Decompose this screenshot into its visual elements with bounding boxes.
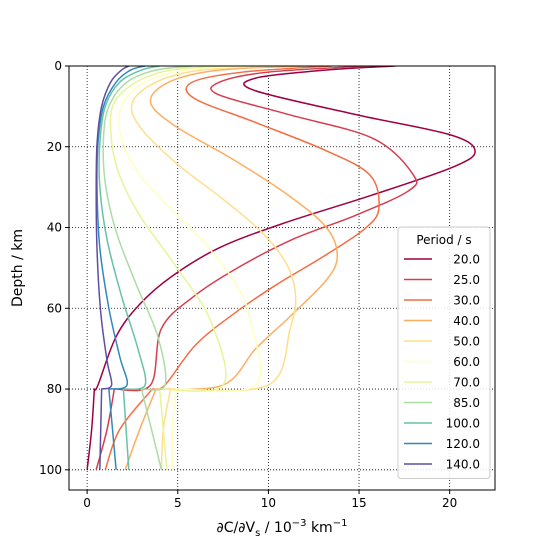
legend-item: 85.0 xyxy=(404,396,480,410)
x-tick-label: 10 xyxy=(261,496,276,510)
legend-label: 100.0 xyxy=(446,417,480,431)
legend-item: 25.0 xyxy=(404,273,480,287)
legend-item: 120.0 xyxy=(404,437,480,451)
x-tick-label: 5 xyxy=(174,496,182,510)
series-line-50-0 xyxy=(130,66,297,470)
legend-box xyxy=(397,226,491,479)
legend-title: Period / s xyxy=(416,233,471,247)
legend-item: 50.0 xyxy=(404,335,480,349)
series-lines xyxy=(86,66,476,471)
series-line-25-0 xyxy=(95,66,418,471)
legend-item: 40.0 xyxy=(404,314,480,328)
legend-label: 70.0 xyxy=(453,376,480,390)
legend-label: 20.0 xyxy=(453,253,480,267)
axis-ticks: 0 5 10 15 20 0 20 40 60 80 100 xyxy=(39,59,457,510)
legend-label: 40.0 xyxy=(453,314,480,328)
x-tick-label: 0 xyxy=(83,496,91,510)
y-tick-label: 20 xyxy=(47,140,62,154)
series-line-60-0 xyxy=(118,66,262,470)
series-line-85-0 xyxy=(102,66,193,470)
legend-label: 50.0 xyxy=(453,335,480,349)
legend-item: 20.0 xyxy=(404,253,480,267)
legend-item: 140.0 xyxy=(404,458,480,472)
legend-label: 25.0 xyxy=(453,273,480,287)
series-line-120-0 xyxy=(96,66,146,470)
series-line-30-0 xyxy=(104,66,380,471)
series-line-70-0 xyxy=(109,66,227,470)
legend-item: 30.0 xyxy=(404,294,480,308)
legend: Period / s 20.0 25.0 30.0 40.0 50.0 60.0 70.0 8… xyxy=(397,226,491,479)
legend-label: 60.0 xyxy=(453,355,480,369)
plot-frame xyxy=(68,65,496,491)
series-line-20-0 xyxy=(86,66,476,470)
legend-label: 140.0 xyxy=(446,458,480,472)
legend-label: 85.0 xyxy=(453,396,480,410)
y-axis-title: Depth / km xyxy=(10,229,26,307)
legend-item: 60.0 xyxy=(404,355,480,369)
y-tick-label: 60 xyxy=(47,301,62,315)
series-line-100-0 xyxy=(98,66,160,470)
y-tick-label: 40 xyxy=(47,221,62,235)
legend-label: 120.0 xyxy=(446,437,480,451)
y-tick-label: 80 xyxy=(47,382,62,396)
x-tick-label: 20 xyxy=(442,496,457,510)
series-line-140-0 xyxy=(95,66,130,470)
y-tick-label: 0 xyxy=(54,59,62,73)
y-tick-label: 100 xyxy=(39,463,62,477)
legend-item: 70.0 xyxy=(404,376,480,390)
x-tick-label: 15 xyxy=(351,496,366,510)
legend-label: 30.0 xyxy=(453,294,480,308)
legend-item: 100.0 xyxy=(404,417,480,431)
x-axis-title: ∂C/∂Vs / 10−3 km−1 xyxy=(217,518,348,539)
